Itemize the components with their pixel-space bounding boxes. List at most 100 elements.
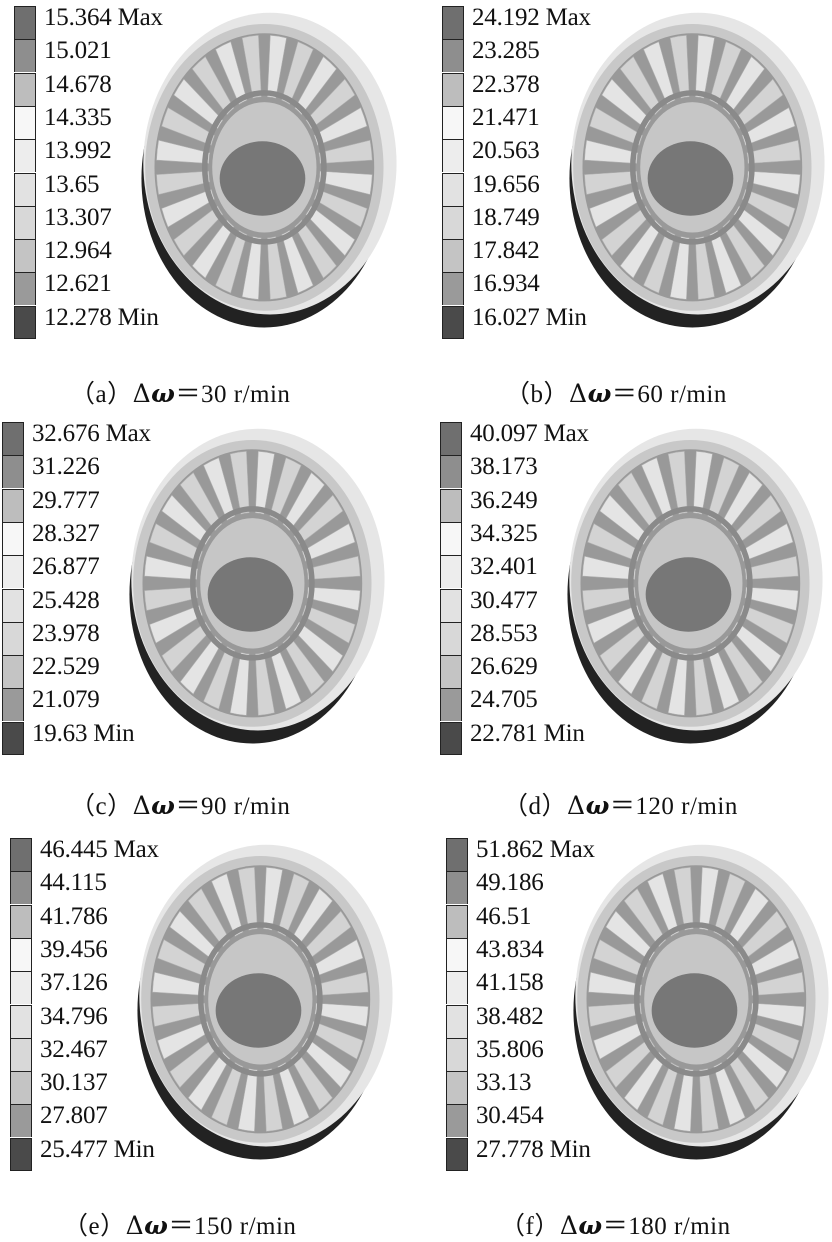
stator-tooth [744,555,799,580]
legend-swatch [10,871,32,905]
legend-swatch [14,205,36,239]
legend-swatch [14,105,36,139]
stator-tooth [318,139,373,164]
stator-tooth [282,635,325,695]
speed-value: 60 r/min [637,381,727,408]
stator-tooth [173,78,224,130]
stator-tooth [301,523,356,562]
legend-swatch [446,904,468,938]
stator-tooth [157,939,211,978]
legend-swatch [446,971,468,1005]
stator-tooth [713,873,746,937]
legend-value: 34.796 [40,1002,108,1030]
legend-value: 16.027 Min [472,303,587,331]
legend-swatch [442,239,464,273]
stator-tooth [187,1051,231,1111]
stator-tooth [693,652,713,716]
stator-tooth [277,873,310,937]
stator-tooth [588,971,642,996]
stator-tooth [584,170,638,195]
legend-value: 40.097 Max [470,420,589,447]
stator-tooth [293,494,344,546]
stator-tooth [161,107,215,146]
equals-sign: ＝ [168,1213,194,1240]
speed-value: 90 r/min [201,793,291,820]
stator-tooth [720,472,763,532]
stator-tooth [601,205,652,256]
panel-e: 46.445 Max 44.115 41.786 39.456 37.126 34.796… [10,834,410,1234]
stator-tooth [309,1021,364,1060]
legend-value: 20.563 [472,137,540,165]
stator-tooth [290,1051,333,1111]
stator-tooth [281,230,314,294]
stator-tooth [673,867,694,931]
legend-swatch [2,655,24,689]
legend-value: 28.327 [32,519,100,547]
legend-swatch [2,555,24,589]
panel-d: 40.097 Max 38.173 36.249 34.325 32.401 30.477… [440,418,832,818]
stator-tooth [605,1037,656,1088]
stator-tooth [318,170,373,195]
stator-tooth [731,621,782,672]
legend-value: 22.781 Min [470,719,585,747]
stator-tooth [720,635,763,695]
rotor-bore [647,141,734,216]
stator-tooth [203,646,236,710]
legend-swatch [442,272,464,306]
stator-tooth [161,189,215,228]
caption-c: （c）Δω＝90 r/min [70,786,290,822]
legend-value: 30.137 [40,1069,108,1097]
stator-tooth [667,451,688,515]
legend-swatch [10,838,32,871]
rotor-bore [207,557,294,632]
legend-value: 15.364 Max [44,4,163,31]
legend-value: 27.807 [40,1102,108,1130]
legend-swatch [14,139,36,173]
stator-tooth [623,1051,667,1111]
caption-tag: （d） [503,793,568,820]
legend-swatch [440,655,462,689]
legend-swatch [446,937,468,971]
caption-tag: （a） [70,381,133,408]
legend-value: 23.285 [472,37,540,65]
rotor-bore [651,973,738,1048]
legend-swatch [440,721,462,755]
legend-swatch [10,1004,32,1038]
stator-tooth [263,1068,283,1132]
delta-symbol: Δ [132,791,152,820]
stator-tooth [241,236,262,300]
stator-tooth [152,1002,206,1027]
caption-e: （e）Δω＝150 r/min [63,1206,296,1242]
stator-tooth [584,139,638,164]
stator-tooth [301,910,352,962]
speed-value: 150 r/min [194,1213,297,1240]
legend-swatch [442,72,464,106]
stator-tooth [739,523,794,562]
stator-tooth [737,910,788,962]
rotor-bore [219,141,306,216]
legend-value: 39.456 [40,935,108,963]
legend-value: 32.467 [40,1035,108,1063]
stator-tooth [731,494,782,546]
stator-tooth [179,635,223,695]
legend-swatch [440,422,462,455]
stator-tooth [647,1062,680,1126]
legend-value: 49.186 [476,869,544,897]
legend-value: 29.777 [32,486,100,514]
legend-swatch [10,904,32,938]
legend-swatch [446,838,468,871]
legend-value: 13.307 [44,203,112,231]
legend-value: 13.992 [44,137,112,165]
stator-tooth [617,635,661,695]
equals-sign: ＝ [609,793,636,820]
panel-c: 32.676 Max 31.226 29.777 28.327 26.877 25.428… [2,418,402,818]
legend-swatch [442,105,464,139]
omega-symbol: ω [587,379,612,408]
stator-tooth [605,910,656,962]
delta-symbol: Δ [569,379,588,408]
stator-tooth [263,867,283,931]
stator-tooth [707,457,740,521]
omega-symbol: ω [578,1211,603,1240]
legend-value: 14.335 [44,103,112,131]
stator-tooth [305,205,356,256]
